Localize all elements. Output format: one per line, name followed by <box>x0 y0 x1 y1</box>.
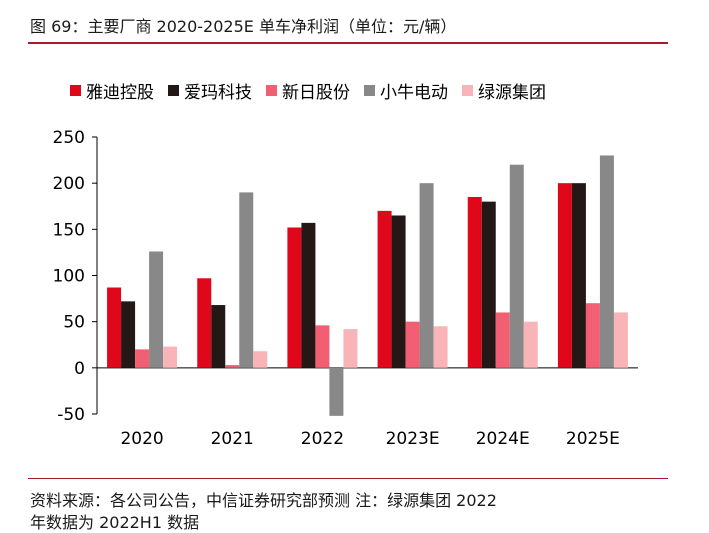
x-tick-label: 2023E <box>386 429 440 449</box>
bar <box>585 303 600 368</box>
bar <box>211 305 226 368</box>
bar <box>301 222 316 368</box>
y-tick-label: -50 <box>57 405 85 425</box>
x-tick-label: 2024E <box>476 429 530 449</box>
bar-chart: 250 200 150 100 50 0 -50 2020 2021 2022 2023E 2024E… <box>53 128 638 449</box>
legend-item: 小牛电动 <box>364 78 448 103</box>
source-note: 资料来源：各公司公告，中信证券研究部预测 注：绿源集团 2022 <box>30 491 497 510</box>
bar <box>571 183 586 368</box>
legend-label: 雅迪控股 <box>86 83 154 103</box>
bar <box>315 325 330 368</box>
bar <box>287 227 302 368</box>
footer-rule <box>28 478 668 479</box>
chart-legend: 雅迪控股 爱玛科技 新日股份 小牛电动 绿源集团 <box>70 78 546 103</box>
x-tick-label: 2025E <box>566 429 620 449</box>
legend-label: 爱玛科技 <box>184 83 252 103</box>
legend-item: 新日股份 <box>266 78 350 103</box>
bar <box>253 351 268 368</box>
bar <box>433 326 448 368</box>
y-tick-label: 0 <box>74 359 85 379</box>
bar <box>467 197 482 368</box>
legend-item: 爱玛科技 <box>168 78 252 103</box>
x-tick-label: 2020 <box>120 429 163 449</box>
title-rule <box>28 42 668 44</box>
bar <box>495 312 510 368</box>
bar <box>197 278 212 368</box>
bar <box>613 312 628 368</box>
legend-swatch <box>168 85 179 96</box>
y-tick-label: 250 <box>53 128 85 148</box>
y-tick-label: 200 <box>53 174 85 194</box>
bar <box>239 192 254 368</box>
legend-label: 小牛电动 <box>380 83 448 103</box>
legend-swatch <box>462 85 473 96</box>
bar <box>391 215 406 368</box>
legend-item: 绿源集团 <box>462 78 546 103</box>
bar <box>523 321 538 368</box>
bar <box>121 301 136 368</box>
bar <box>163 346 178 368</box>
legend-label: 新日股份 <box>282 83 350 103</box>
y-tick-label: 50 <box>63 313 85 333</box>
bar <box>329 367 344 416</box>
legend-label: 绿源集团 <box>478 83 546 103</box>
bar <box>557 183 572 368</box>
bar <box>149 251 164 368</box>
bar <box>343 329 358 368</box>
bar <box>135 349 150 368</box>
legend-swatch <box>266 85 277 96</box>
legend-swatch <box>70 85 81 96</box>
legend-item: 雅迪控股 <box>70 78 154 103</box>
bar <box>481 201 496 368</box>
bar <box>509 164 524 368</box>
bar <box>419 183 434 368</box>
y-tick-label: 150 <box>53 220 85 240</box>
source-note-continued: 年数据为 2022H1 数据 <box>30 513 200 532</box>
x-tick-label: 2021 <box>211 429 254 449</box>
bar <box>377 210 392 368</box>
x-tick-label: 2022 <box>301 429 344 449</box>
bar <box>225 365 240 368</box>
y-tick-label: 100 <box>53 267 85 287</box>
chart-title: 图 69：主要厂商 2020-2025E 单车净利润（单位：元/辆） <box>30 17 457 36</box>
bar <box>405 321 420 368</box>
bar <box>107 287 122 368</box>
bar <box>599 155 614 368</box>
legend-swatch <box>364 85 375 96</box>
